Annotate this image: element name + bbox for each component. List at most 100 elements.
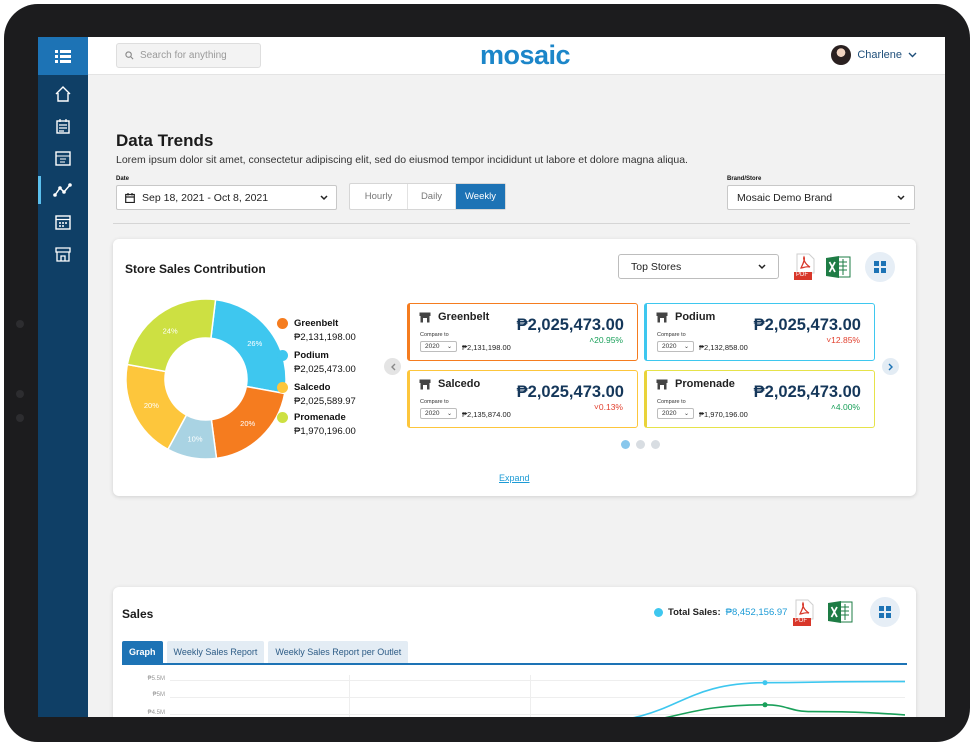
sales-tabs: Graph Weekly Sales Report Weekly Sales R… [122, 641, 409, 663]
store-change-value: 0.13% [598, 402, 623, 412]
store-name: Salcedo [438, 378, 481, 390]
sidebar-item-home[interactable] [38, 78, 88, 110]
store-amount: ₱2,025,473.00 [753, 316, 861, 334]
store-card-salcedo[interactable]: Salcedo ₱2,025,473.00 ˅0.13% Compare to … [407, 370, 638, 428]
legend-dot [277, 412, 288, 423]
carousel-dot-3[interactable] [651, 440, 660, 449]
sensor-dot [16, 414, 24, 422]
sidebar-item-reports[interactable] [38, 110, 88, 142]
menu-button[interactable] [38, 37, 88, 75]
compare-value: ₱2,132,858.00 [699, 343, 748, 352]
chevron-down-icon [320, 194, 328, 200]
legend-item-greenbelt: Greenbelt ₱2,131,198.00 [277, 317, 356, 345]
calendar-report-icon [55, 151, 71, 166]
chevron-down-icon: ⌄ [683, 411, 689, 417]
chevron-down-icon [908, 52, 917, 58]
tab-underline [122, 663, 907, 665]
carousel-dot-2[interactable] [636, 440, 645, 449]
store-change: ˅12.85% [826, 335, 860, 345]
divider [113, 223, 910, 224]
schedule-icon [55, 215, 71, 230]
legend-value: ₱2,025,589.97 [294, 396, 356, 407]
chevron-down-icon: ⌄ [446, 411, 452, 417]
topbar: Search for anything mosaic Charlene [88, 37, 945, 75]
search-icon [125, 51, 134, 60]
tab-graph[interactable]: Graph [122, 641, 163, 663]
legend-value: ₱1,970,196.00 [294, 426, 356, 437]
brand-select[interactable]: Mosaic Demo Brand [727, 185, 915, 210]
search-input[interactable]: Search for anything [116, 43, 261, 68]
tab-weekly-sales-report-per-outlet[interactable]: Weekly Sales Report per Outlet [268, 641, 409, 663]
carousel-dot-1[interactable] [621, 440, 630, 449]
compare-year-select[interactable]: 2020 ⌄ [657, 341, 694, 352]
series-line [665, 703, 905, 717]
user-menu[interactable]: Charlene [831, 45, 917, 65]
store-change-value: 20.95% [594, 335, 623, 345]
store-card-greenbelt[interactable]: Greenbelt ₱2,025,473.00 ˄20.95% Compare … [407, 303, 638, 361]
sidebar-item-calendar-reports[interactable] [38, 142, 88, 174]
legend-value: ₱2,131,198.00 [294, 332, 356, 343]
period-daily[interactable]: Daily [408, 184, 456, 209]
grid-line [170, 680, 905, 681]
y-tick-label: ₱5M [152, 692, 165, 698]
compare-year-select[interactable]: 2020 ⌄ [657, 408, 694, 419]
sidebar-item-data-trends[interactable] [38, 174, 88, 206]
store-change-value: 12.85% [831, 335, 860, 345]
grid-icon [874, 261, 886, 273]
chevron-down-icon: ⌄ [683, 344, 689, 350]
report-icon [56, 119, 70, 134]
excel-export-button[interactable] [828, 599, 854, 625]
pdf-label: PDF [795, 618, 807, 624]
donut-slice-label: 20% [144, 401, 159, 410]
tab-weekly-sales-report[interactable]: Weekly Sales Report [166, 641, 265, 663]
period-weekly[interactable]: Weekly [456, 184, 505, 209]
store-icon [656, 312, 668, 323]
donut-slice[interactable] [126, 298, 217, 373]
store-amount: ₱2,025,473.00 [516, 383, 624, 401]
compare-year: 2020 [425, 410, 440, 417]
grid-line-vertical [349, 675, 350, 717]
store-icon [656, 379, 668, 390]
compare-year-select[interactable]: 2020 ⌄ [420, 408, 457, 419]
chevron-right-icon [888, 363, 893, 370]
carousel-prev-button[interactable] [384, 358, 401, 375]
date-range-value: Sep 18, 2021 - Oct 8, 2021 [142, 191, 269, 204]
sidebar-item-schedule[interactable] [38, 206, 88, 238]
store-change: ˄4.00% [830, 402, 860, 412]
top-stores-value: Top Stores [631, 260, 682, 273]
pdf-export-button[interactable]: PDF [792, 599, 814, 627]
card-title: Sales [122, 607, 154, 621]
data-point[interactable] [762, 680, 768, 686]
compare-value: ₱2,135,874.00 [462, 410, 511, 419]
date-range-select[interactable]: Sep 18, 2021 - Oct 8, 2021 [116, 185, 337, 210]
store-change: ˄20.95% [589, 335, 623, 345]
layout-toggle-button[interactable] [870, 597, 900, 627]
layout-toggle-button[interactable] [865, 252, 895, 282]
compare-value: ₱1,970,196.00 [699, 410, 748, 419]
legend-item-promenade: Promenade ₱1,970,196.00 [277, 411, 356, 439]
compare-label: Compare to [657, 399, 686, 405]
donut-slice-label: 24% [163, 326, 178, 335]
store-icon [55, 247, 71, 262]
sidebar-item-stores[interactable] [38, 238, 88, 270]
top-stores-select[interactable]: Top Stores [618, 254, 779, 279]
compare-label: Compare to [420, 399, 449, 405]
period-hourly[interactable]: Hourly [350, 184, 408, 209]
legend-name: Greenbelt [294, 318, 339, 329]
store-card-promenade[interactable]: Promenade ₱2,025,473.00 ˄4.00% Compare t… [644, 370, 875, 428]
carousel-next-button[interactable] [882, 358, 899, 375]
store-card-podium[interactable]: Podium ₱2,025,473.00 ˅12.85% Compare to … [644, 303, 875, 361]
store-name: Greenbelt [438, 311, 490, 323]
sales-line-chart [632, 680, 905, 717]
brand-label: Brand/Store [727, 176, 762, 182]
excel-export-button[interactable] [826, 254, 852, 280]
pdf-icon [794, 253, 815, 280]
search-placeholder: Search for anything [140, 50, 227, 61]
legend-item-podium: Podium ₱2,025,473.00 [277, 349, 356, 377]
expand-link[interactable]: Expand [499, 473, 530, 483]
compare-year-select[interactable]: 2020 ⌄ [420, 341, 457, 352]
data-point[interactable] [762, 702, 768, 708]
pdf-export-button[interactable]: PDF [793, 253, 815, 281]
total-sales: Total Sales: ₱8,452,156.97 [654, 607, 787, 618]
legend-dot [277, 350, 288, 361]
